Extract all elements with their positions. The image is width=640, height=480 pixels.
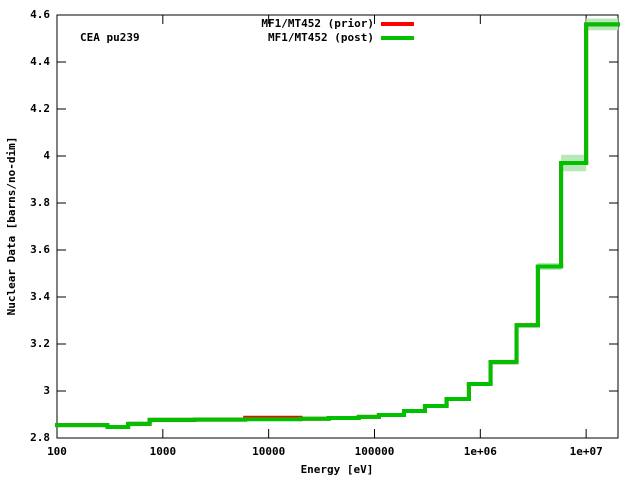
plot-frame	[56, 14, 619, 439]
y-tick-label: 4.4	[30, 55, 50, 68]
x-tick-label: 100000	[355, 445, 395, 458]
annotation: CEA pu239	[80, 31, 140, 44]
y-tick-label: 3.4	[30, 290, 50, 303]
legend-label: MF1/MT452 (post)	[268, 31, 374, 44]
x-tick-label: 1e+07	[570, 445, 603, 458]
y-tick-label: 3.8	[30, 196, 50, 209]
x-tick-label: 100	[47, 445, 67, 458]
y-tick-label: 3.2	[30, 337, 50, 350]
y-tick-label: 4.6	[30, 8, 50, 21]
legend-label: MF1/MT452 (prior)	[261, 17, 374, 30]
y-tick-label: 2.8	[30, 431, 50, 444]
x-tick-label: 10000	[252, 445, 285, 458]
x-tick-label: 1e+06	[464, 445, 497, 458]
y-axis-label: Nuclear Data [barns/no-dim]	[5, 137, 18, 316]
y-tick-label: 4.2	[30, 102, 50, 115]
y-tick-label: 3	[43, 384, 50, 397]
x-axis-label: Energy [eV]	[301, 463, 374, 476]
y-tick-label: 3.6	[30, 243, 50, 256]
x-tick-label: 1000	[150, 445, 177, 458]
y-tick-label: 4	[43, 149, 50, 162]
